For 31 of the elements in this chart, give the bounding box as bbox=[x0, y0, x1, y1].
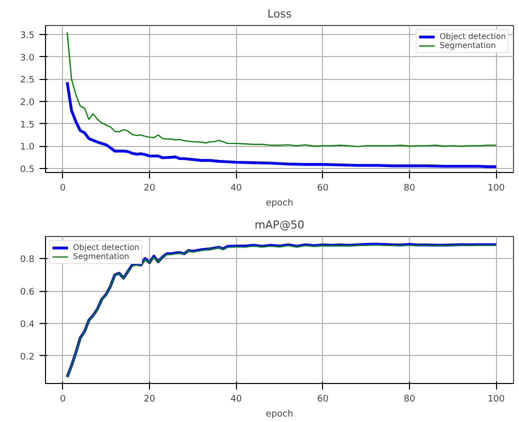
y-tick-label: 1.5 bbox=[20, 120, 35, 130]
y-tick-label: 2.5 bbox=[20, 76, 35, 86]
x-axis-title: epoch bbox=[266, 410, 294, 420]
x-tick-label: 40 bbox=[230, 184, 242, 194]
y-tick-label: 3.5 bbox=[20, 30, 35, 41]
x-tick-label: 60 bbox=[317, 184, 329, 194]
y-tick-label: 0.6 bbox=[20, 288, 35, 298]
x-tick-label: 60 bbox=[317, 394, 329, 404]
chart-title: Loss bbox=[267, 8, 292, 20]
x-tick-label: 20 bbox=[144, 184, 156, 194]
legend-label: Segmentation bbox=[73, 252, 130, 261]
y-tick-label: 3.0 bbox=[20, 53, 35, 64]
x-axis-title: epoch bbox=[266, 198, 294, 208]
legend-label: Object detection bbox=[73, 243, 140, 252]
y-tick-label: 1.0 bbox=[20, 142, 35, 153]
chart-title: mAP@50 bbox=[254, 218, 304, 232]
y-tick-label: 0.4 bbox=[20, 320, 35, 330]
y-tick-label: 2.0 bbox=[20, 98, 35, 108]
x-tick-label: 80 bbox=[404, 184, 416, 194]
x-tick-label: 0 bbox=[60, 394, 66, 404]
x-tick-label: 20 bbox=[144, 394, 156, 404]
y-tick-label: 0.8 bbox=[20, 255, 35, 266]
x-tick-label: 100 bbox=[488, 394, 506, 404]
x-tick-label: 40 bbox=[230, 394, 242, 404]
x-tick-label: 100 bbox=[488, 184, 506, 194]
x-tick-label: 0 bbox=[60, 184, 66, 194]
legend-label: Segmentation bbox=[440, 41, 496, 50]
x-tick-label: 80 bbox=[404, 394, 416, 404]
y-tick-label: 0.5 bbox=[20, 164, 35, 175]
y-tick-label: 0.2 bbox=[20, 352, 35, 362]
legend-label: Object detection bbox=[440, 32, 506, 41]
